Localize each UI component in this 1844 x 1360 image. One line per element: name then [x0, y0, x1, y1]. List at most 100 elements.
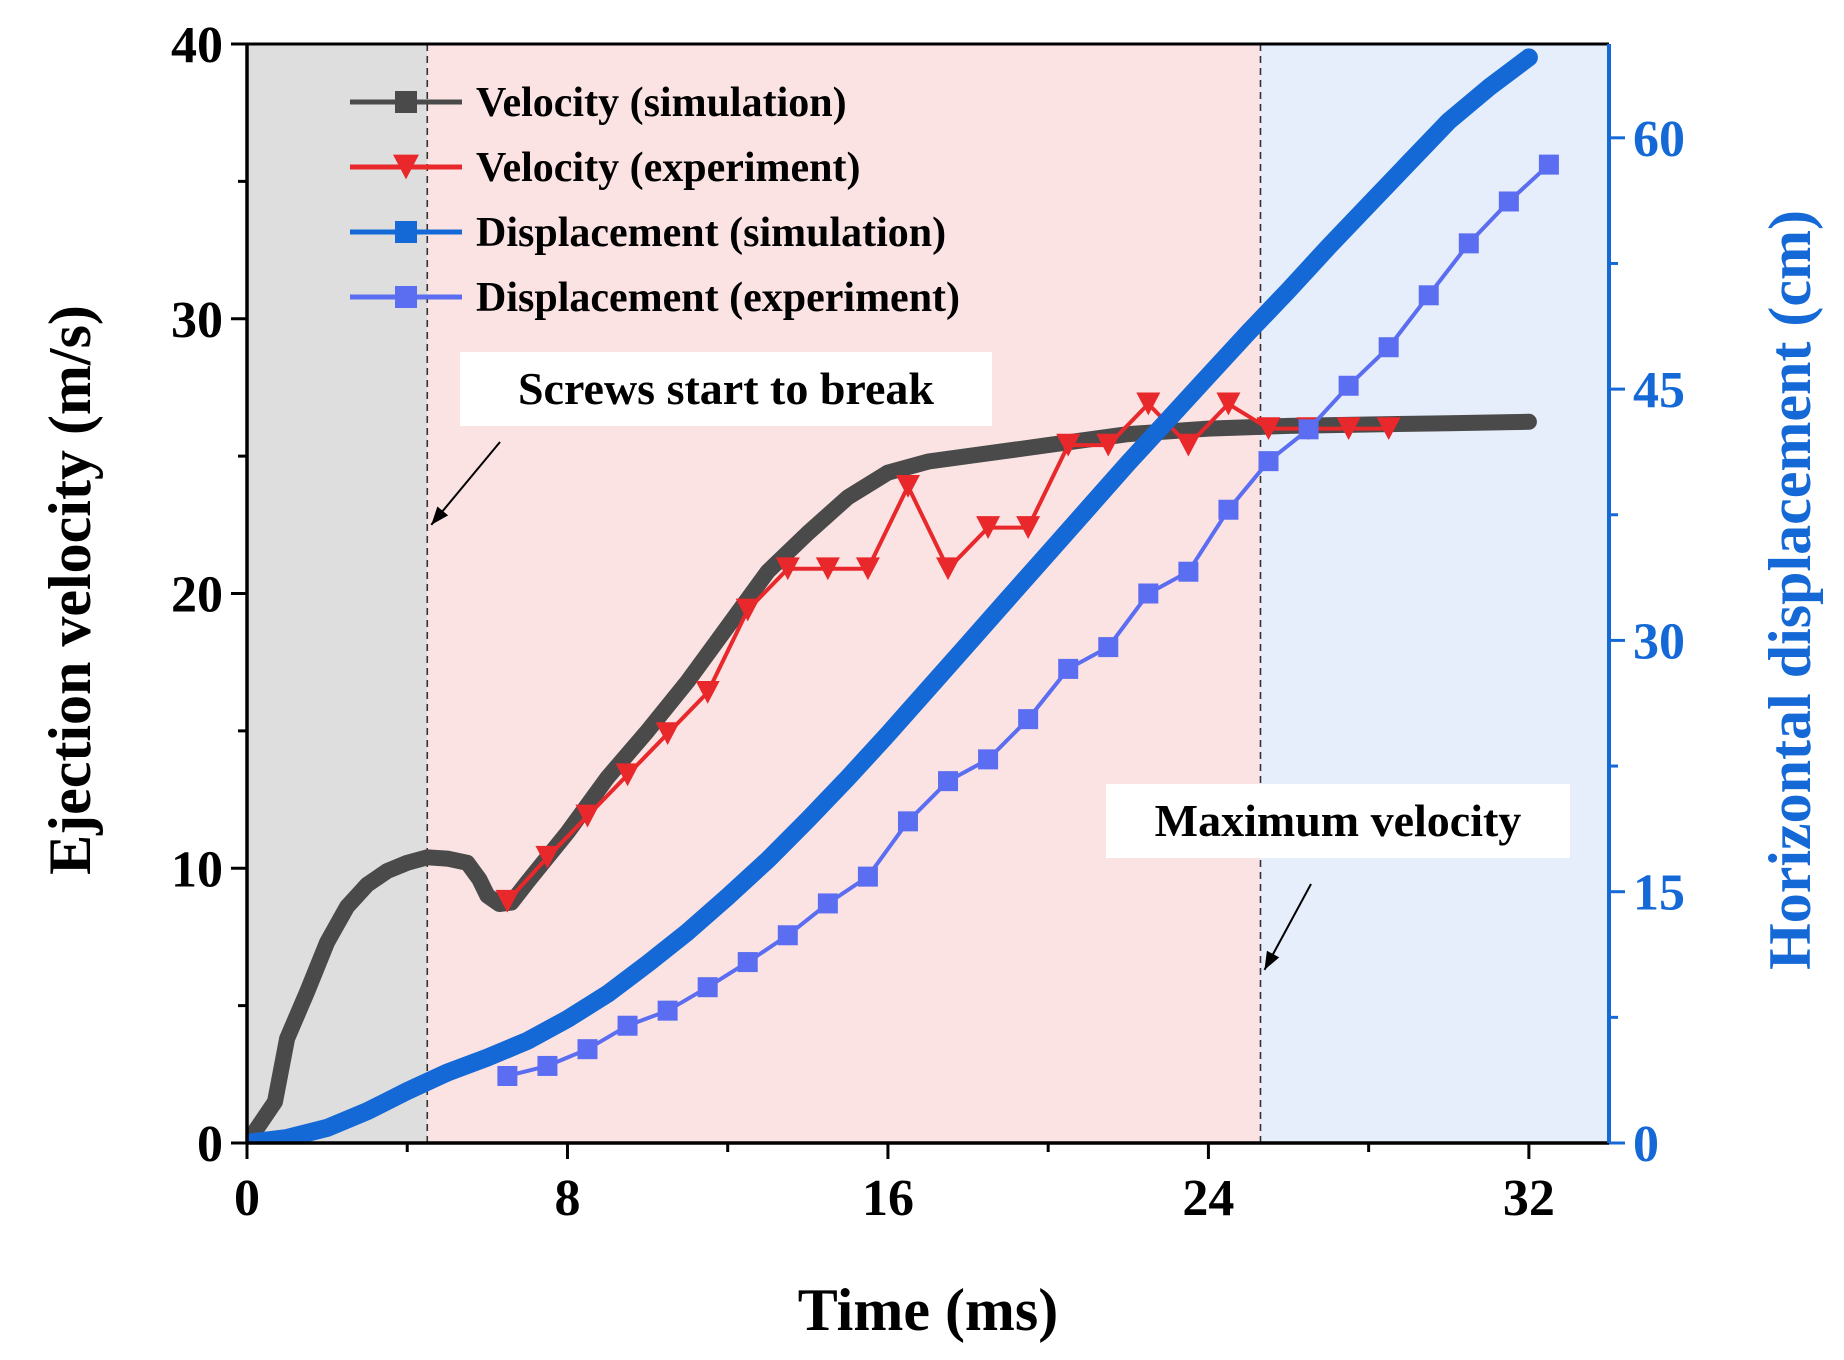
region-0 — [247, 44, 428, 1143]
data-point-3-22 — [1378, 337, 1399, 358]
data-point-1-7 — [775, 557, 800, 581]
x-tick-label-0: 0 — [234, 1170, 260, 1227]
data-point-1-2 — [575, 804, 600, 828]
data-point-1-14 — [1056, 433, 1081, 457]
data-point-1-3 — [615, 763, 640, 787]
data-point-3-12 — [978, 749, 999, 770]
data-point-3-24 — [1458, 233, 1479, 254]
data-point-3-16 — [1138, 583, 1159, 604]
y-tick-label-0: 0 — [197, 1116, 223, 1173]
data-point-3-15 — [1098, 637, 1119, 658]
data-point-1-8 — [815, 557, 840, 581]
legend-label-2: Displacement (simulation) — [476, 210, 946, 256]
y2-tick-label-0: 0 — [1633, 1116, 1659, 1173]
data-point-1-17 — [1176, 433, 1201, 457]
legend-label-1: Velocity (experiment) — [476, 145, 860, 191]
annotation-arrowhead — [431, 506, 449, 525]
region-dividers — [426, 44, 1262, 1143]
data-point-1-0 — [495, 889, 520, 913]
legend-item-3: Displacement (experiment) — [350, 275, 960, 321]
data-point-3-0 — [497, 1065, 518, 1086]
x-tick-label-2: 16 — [862, 1170, 914, 1227]
data-point-3-11 — [938, 771, 959, 792]
region-2 — [1260, 44, 1609, 1143]
data-point-1-19 — [1256, 417, 1281, 441]
data-point-3-17 — [1178, 561, 1199, 582]
annotation-box — [460, 352, 992, 426]
data-point-3-1 — [537, 1055, 558, 1076]
y2-tick-label-2: 30 — [1633, 613, 1685, 670]
x-axis-title: Time (ms) — [798, 1277, 1059, 1343]
annotations: Screws start to break Maximum velocity — [430, 352, 1570, 971]
legend-item-1: Velocity (experiment) — [350, 145, 860, 191]
data-point-1-4 — [655, 722, 680, 746]
x-tick-label-4: 32 — [1503, 1170, 1555, 1227]
legend-marker — [395, 221, 417, 243]
data-point-1-9 — [855, 557, 880, 581]
y-axis-title: Ejection velocity (m/s) — [37, 305, 103, 875]
y2-tick-label-1: 15 — [1633, 865, 1685, 922]
series-1 — [495, 392, 1401, 913]
legend-label-0: Velocity (simulation) — [476, 80, 847, 126]
legend-item-0: Velocity (simulation) — [350, 80, 847, 126]
series-2 — [247, 48, 1538, 1143]
data-point-1-12 — [976, 516, 1001, 539]
data-point-1-15 — [1096, 433, 1121, 457]
y2-tick-label-4: 60 — [1633, 111, 1685, 168]
data-point-3-26 — [1538, 154, 1559, 175]
data-point-1-10 — [895, 474, 920, 498]
data-point-1-6 — [735, 598, 760, 622]
series-line-2 — [247, 48, 1538, 1143]
data-point-1-16 — [1136, 392, 1161, 416]
y-tick-label-2: 20 — [171, 567, 223, 624]
data-point-3-14 — [1058, 658, 1079, 679]
tick-labels: 0 8 16 24 32 0 10 20 30 40 0 15 30 45 60 — [171, 17, 1685, 1227]
y-tick-label-4: 40 — [171, 17, 223, 74]
data-point-1-11 — [936, 557, 961, 581]
legend-label-3: Displacement (experiment) — [476, 275, 960, 321]
legend-marker — [395, 286, 417, 308]
data-point-3-10 — [897, 811, 918, 832]
data-point-1-1 — [535, 845, 560, 869]
annotation-arrowhead — [1264, 950, 1280, 970]
data-point-1-13 — [1016, 516, 1041, 539]
data-point-1-18 — [1216, 392, 1241, 416]
legend: Velocity (simulation) Velocity (experimen… — [350, 80, 960, 321]
x-tick-label-1: 8 — [554, 1170, 580, 1227]
region-1 — [427, 44, 1261, 1143]
y2-tick-label-3: 45 — [1633, 362, 1685, 419]
data-point-3-25 — [1498, 191, 1519, 212]
background-regions — [247, 44, 1609, 1143]
annotation-box — [1106, 784, 1570, 858]
data-point-1-5 — [695, 681, 720, 704]
data-point-1-21 — [1336, 417, 1361, 441]
annotation-text-1: Maximum velocity — [1155, 795, 1522, 846]
data-point-3-6 — [737, 952, 758, 973]
x-tick-label-3: 24 — [1182, 1170, 1234, 1227]
legend-marker — [395, 91, 417, 113]
legend-item-2: Displacement (simulation) — [350, 210, 946, 256]
y2-axis-title: Horizontal displacement (cm) — [1757, 210, 1823, 970]
axes — [231, 42, 1625, 1159]
data-point-3-3 — [617, 1015, 638, 1036]
annotation-text-0: Screws start to break — [518, 363, 934, 414]
legend-marker — [393, 154, 419, 180]
data-point-3-5 — [697, 977, 718, 998]
data-point-3-2 — [577, 1039, 598, 1060]
data-point-3-13 — [1018, 709, 1039, 730]
data-point-3-18 — [1218, 499, 1239, 520]
data-point-3-20 — [1298, 419, 1319, 440]
data-point-3-4 — [657, 1000, 678, 1021]
data-point-1-22 — [1376, 417, 1401, 441]
series-3 — [497, 154, 1559, 1086]
y-tick-label-1: 10 — [171, 841, 223, 898]
data-point-3-21 — [1338, 375, 1359, 396]
data-point-3-7 — [777, 925, 798, 946]
data-point-3-19 — [1258, 451, 1279, 472]
y-tick-label-3: 30 — [171, 292, 223, 349]
series-layer — [247, 48, 1559, 1143]
data-point-3-9 — [857, 866, 878, 887]
data-point-3-8 — [817, 893, 838, 914]
annotation-1: Maximum velocity — [1106, 784, 1570, 971]
